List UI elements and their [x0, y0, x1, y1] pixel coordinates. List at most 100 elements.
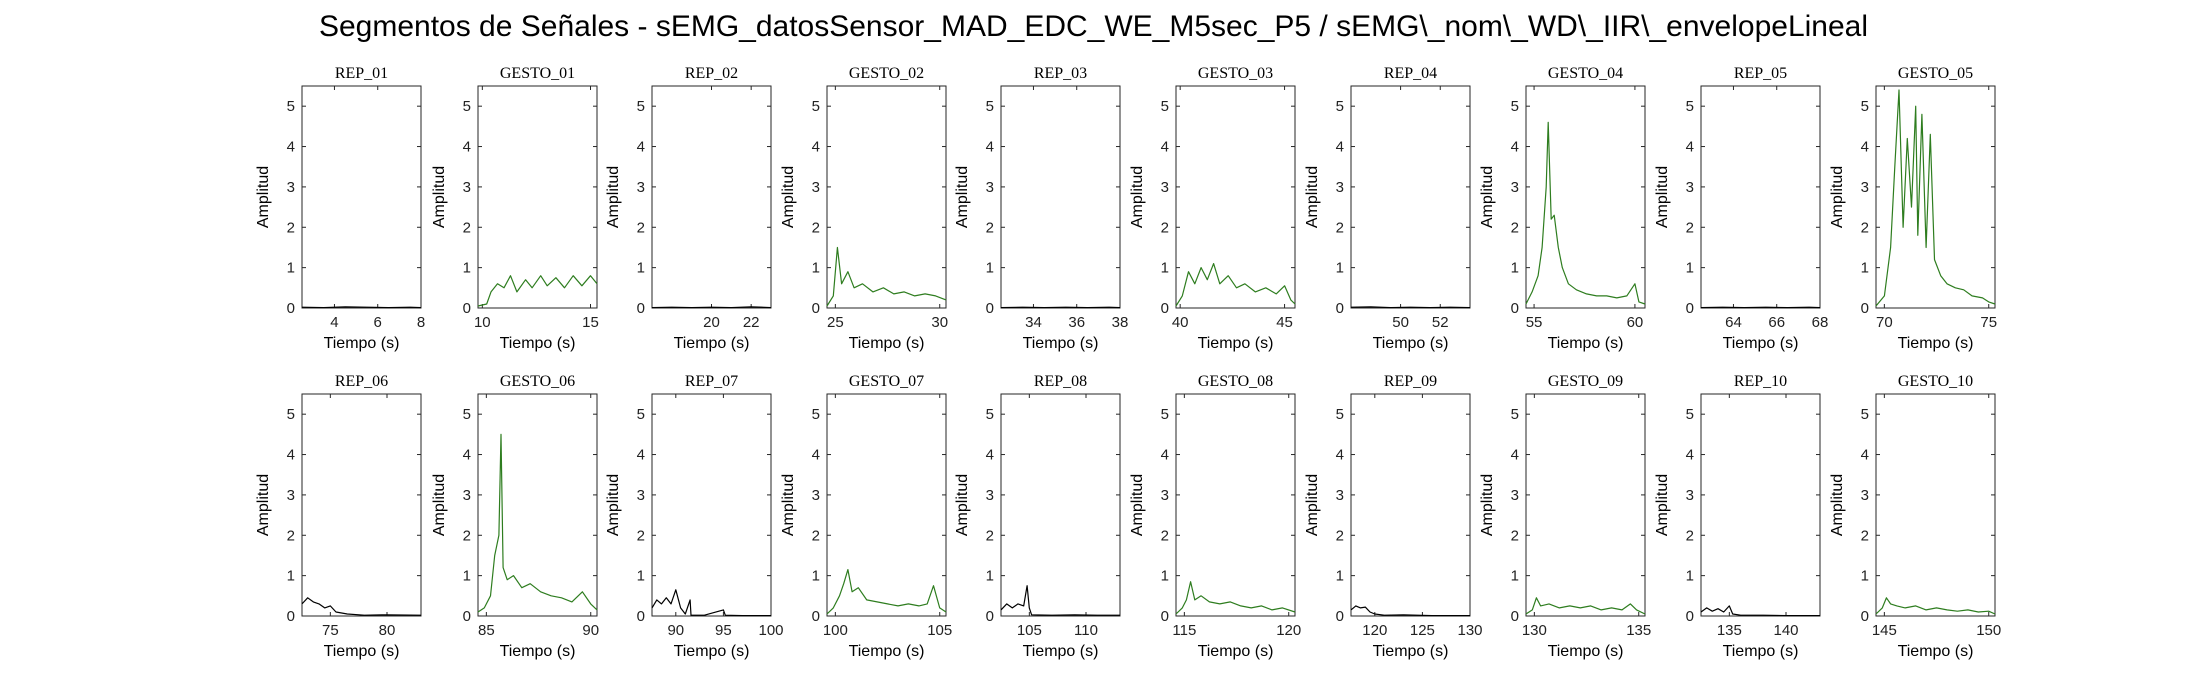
series-line — [477, 275, 598, 307]
y-tick-label: 2 — [463, 527, 471, 544]
axes-box — [1700, 393, 1821, 617]
y-tick-label: 1 — [1861, 260, 1869, 277]
axes-box — [1350, 393, 1471, 617]
y-tick-label: 4 — [1686, 139, 1694, 156]
subplot-title: GESTO_05 — [1898, 65, 1973, 82]
y-tick-label: 0 — [287, 300, 295, 317]
subplot-title: GESTO_09 — [1548, 373, 1623, 390]
x-axis-label: Tiempo (s) — [1898, 643, 1974, 660]
x-axis-label: Tiempo (s) — [1548, 643, 1624, 660]
y-tick-label: 5 — [1336, 406, 1344, 423]
x-axis-label: Tiempo (s) — [1023, 643, 1099, 660]
y-tick-label: 4 — [463, 139, 471, 156]
x-tick-label: 40 — [1172, 314, 1189, 331]
x-tick-label: 115 — [1172, 622, 1196, 639]
y-tick-label: 4 — [812, 139, 820, 156]
subplot-rep-09: 0 1 2 3 4 5 120 125 130 REP_09 Tiempo (s) Amplitud — [1304, 373, 1483, 660]
subplot-rep-07: 0 1 2 3 4 5 90 95 100 REP_07 Tiempo (s) Amplitud — [605, 373, 784, 660]
x-tick-label: 50 — [1392, 314, 1409, 331]
y-tick-label: 4 — [986, 447, 994, 464]
x-axis-label: Tiempo (s) — [1898, 335, 1974, 352]
x-tick-label: 68 — [1812, 314, 1829, 331]
x-tick-label: 95 — [715, 622, 732, 639]
x-axis-label: Tiempo (s) — [1548, 335, 1624, 352]
axes-box — [1525, 85, 1646, 309]
y-tick-label: 2 — [1336, 219, 1344, 236]
y-tick-label: 2 — [1161, 527, 1169, 544]
subplot-gesto-06: 0 1 2 3 4 5 85 90 GESTO_06 Tiempo (s) Amplitud — [431, 373, 599, 660]
x-tick-label: 52 — [1432, 314, 1449, 331]
y-tick-label: 1 — [1511, 568, 1519, 585]
y-tick-label: 1 — [812, 568, 820, 585]
y-tick-label: 5 — [812, 406, 820, 423]
y-tick-label: 5 — [812, 98, 820, 115]
y-tick-label: 2 — [986, 219, 994, 236]
y-tick-label: 1 — [1336, 568, 1344, 585]
subplot-gesto-09: 0 1 2 3 4 5 130 135 GESTO_09 Tiempo (s) Amplitud — [1479, 373, 1651, 660]
x-axis-label: Tiempo (s) — [1198, 643, 1274, 660]
y-axis-label: Amplitud — [780, 474, 797, 536]
axes-box — [1175, 393, 1296, 617]
y-tick-label: 3 — [986, 487, 994, 504]
figure-title: Segmentos de Señales - sEMG_datosSensor_… — [318, 10, 1869, 43]
y-tick-label: 4 — [637, 139, 645, 156]
y-tick-label: 0 — [1161, 300, 1169, 317]
axes-box — [1875, 393, 1996, 617]
x-tick-label: 90 — [582, 622, 599, 639]
y-tick-label: 1 — [287, 260, 295, 277]
x-tick-label: 4 — [330, 314, 338, 331]
y-tick-label: 3 — [1861, 179, 1869, 196]
y-tick-label: 0 — [463, 300, 471, 317]
y-tick-label: 1 — [1336, 260, 1344, 277]
y-tick-label: 3 — [287, 487, 295, 504]
x-axis-label: Tiempo (s) — [500, 335, 576, 352]
y-tick-label: 2 — [637, 527, 645, 544]
y-tick-label: 3 — [637, 179, 645, 196]
x-tick-label: 100 — [758, 622, 783, 639]
y-tick-label: 0 — [637, 300, 645, 317]
x-tick-label: 30 — [931, 314, 948, 331]
y-tick-label: 2 — [1861, 219, 1869, 236]
y-axis-label: Amplitud — [1479, 474, 1496, 536]
series-line — [1350, 306, 1471, 309]
subplot-title: GESTO_08 — [1198, 373, 1273, 390]
x-tick-label: 64 — [1725, 314, 1742, 331]
x-axis-label: Tiempo (s) — [324, 643, 400, 660]
x-tick-label: 38 — [1112, 314, 1129, 331]
x-tick-label: 15 — [582, 314, 599, 331]
x-tick-label: 105 — [927, 622, 952, 639]
x-tick-label: 75 — [1980, 314, 1997, 331]
x-tick-label: 100 — [823, 622, 848, 639]
x-axis-label: Tiempo (s) — [1023, 335, 1099, 352]
x-axis-label: Tiempo (s) — [1373, 643, 1449, 660]
y-tick-label: 5 — [1861, 98, 1869, 115]
y-tick-label: 0 — [1511, 608, 1519, 625]
y-tick-label: 0 — [812, 300, 820, 317]
y-tick-label: 1 — [463, 568, 471, 585]
y-axis-label: Amplitud — [431, 474, 448, 536]
subplot-title: REP_03 — [1034, 65, 1087, 82]
series-line — [1875, 597, 1996, 615]
x-tick-label: 120 — [1276, 622, 1301, 639]
y-tick-label: 2 — [1336, 527, 1344, 544]
y-axis-label: Amplitud — [1129, 166, 1146, 228]
y-tick-label: 5 — [986, 98, 994, 115]
axes-box — [1700, 85, 1821, 309]
subplot-title: GESTO_01 — [500, 65, 575, 82]
y-tick-label: 4 — [637, 447, 645, 464]
axes-box — [477, 393, 598, 617]
x-tick-label: 45 — [1276, 314, 1293, 331]
y-tick-label: 2 — [1161, 219, 1169, 236]
y-tick-label: 3 — [812, 179, 820, 196]
x-tick-label: 130 — [1457, 622, 1482, 639]
x-tick-label: 110 — [1074, 622, 1098, 639]
x-axis-label: Tiempo (s) — [1723, 335, 1799, 352]
y-axis-label: Amplitud — [954, 474, 971, 536]
y-tick-label: 0 — [812, 608, 820, 625]
subplot-title: REP_10 — [1734, 373, 1787, 390]
y-tick-label: 0 — [986, 300, 994, 317]
subplot-title: GESTO_06 — [500, 373, 575, 390]
axes-box — [301, 393, 422, 617]
y-tick-label: 5 — [1161, 406, 1169, 423]
